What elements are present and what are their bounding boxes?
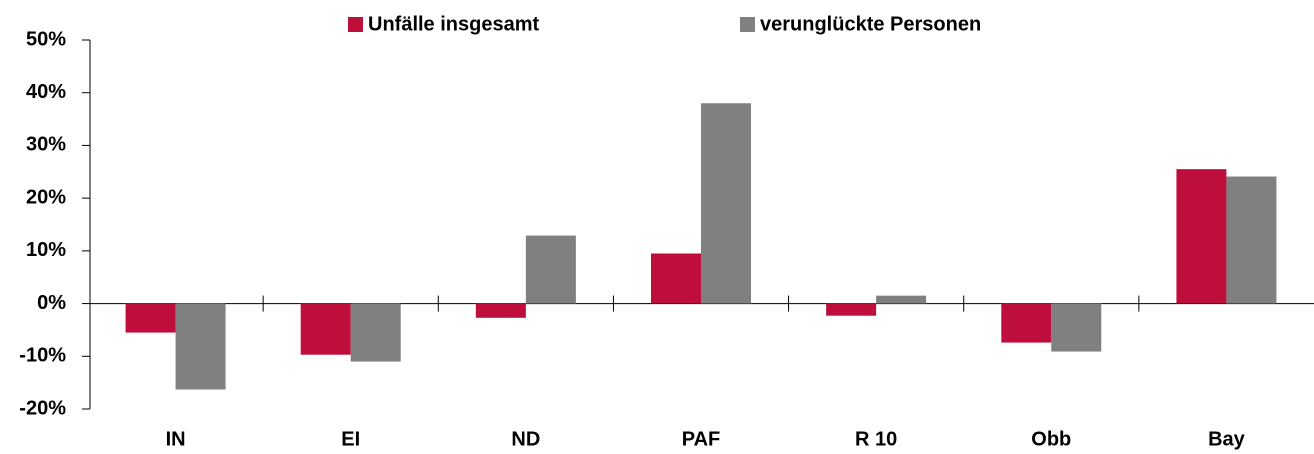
y-tick-label: -10% (19, 345, 66, 367)
bar (125, 303, 176, 333)
bar (1176, 169, 1227, 304)
legend-swatch (348, 17, 363, 32)
legend-label: verunglückte Personen (760, 13, 981, 35)
y-tick-label: 0% (37, 292, 66, 314)
bar (876, 295, 927, 304)
x-tick-label: Obb (1031, 428, 1071, 450)
bar (701, 103, 751, 304)
legend-swatch (740, 17, 755, 32)
bar (350, 303, 401, 362)
x-tick-label: Bay (1208, 428, 1246, 450)
x-tick-label: PAF (682, 428, 721, 450)
bar (475, 303, 526, 318)
y-tick-label: 50% (26, 28, 66, 50)
y-tick-label: 10% (26, 239, 66, 261)
y-tick-label: 40% (26, 81, 66, 103)
bar (1051, 303, 1102, 352)
legend-label: Unfälle insgesamt (368, 13, 540, 35)
bar (175, 303, 226, 390)
y-tick-label: 20% (26, 186, 66, 208)
x-tick-label: ND (511, 428, 540, 450)
bar (525, 235, 576, 304)
x-tick-label: EI (341, 428, 360, 450)
bar (1226, 176, 1277, 304)
bar (300, 303, 351, 355)
x-tick-label: R 10 (855, 428, 897, 450)
bar (1001, 303, 1052, 343)
bar (826, 303, 877, 316)
bar (651, 253, 701, 304)
x-tick-label: IN (166, 428, 186, 450)
y-tick-label: 30% (26, 134, 66, 156)
y-tick-label: -20% (19, 397, 66, 419)
